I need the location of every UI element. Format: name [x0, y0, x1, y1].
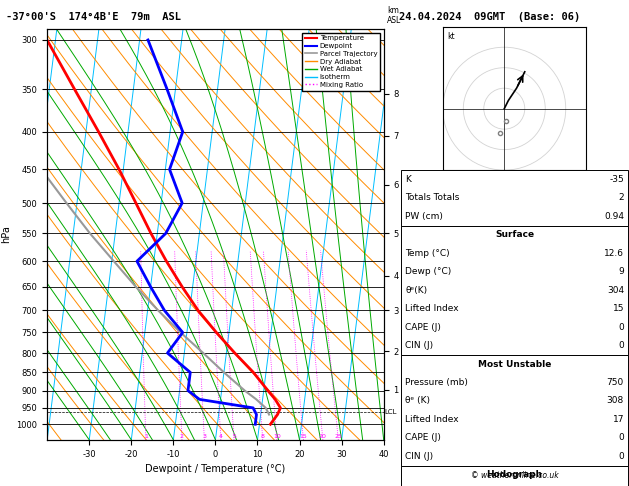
Text: Most Unstable: Most Unstable — [478, 360, 551, 368]
Text: 2: 2 — [180, 434, 184, 438]
Text: 750: 750 — [607, 378, 624, 387]
Text: Hodograph: Hodograph — [486, 470, 543, 479]
Text: 12.6: 12.6 — [604, 249, 624, 258]
Y-axis label: Mixing Ratio (g/kg): Mixing Ratio (g/kg) — [404, 195, 413, 274]
Text: 9: 9 — [618, 267, 624, 276]
Legend: Temperature, Dewpoint, Parcel Trajectory, Dry Adiabat, Wet Adiabat, Isotherm, Mi: Temperature, Dewpoint, Parcel Trajectory… — [302, 33, 380, 90]
Text: Dewp (°C): Dewp (°C) — [405, 267, 452, 276]
Text: 0: 0 — [618, 434, 624, 442]
Text: 10: 10 — [273, 434, 281, 438]
Text: 3: 3 — [203, 434, 206, 438]
Text: 304: 304 — [607, 286, 624, 295]
Text: Totals Totals: Totals Totals — [405, 193, 459, 202]
Text: 0: 0 — [618, 341, 624, 350]
Text: Lifted Index: Lifted Index — [405, 415, 459, 424]
Text: 20: 20 — [319, 434, 327, 438]
Text: K: K — [405, 175, 411, 184]
Text: 17: 17 — [613, 415, 624, 424]
Text: CAPE (J): CAPE (J) — [405, 323, 441, 331]
Text: 1: 1 — [144, 434, 148, 438]
Text: -37°00'S  174°4B'E  79m  ASL: -37°00'S 174°4B'E 79m ASL — [6, 12, 181, 22]
Text: 0.94: 0.94 — [604, 212, 624, 221]
Text: 15: 15 — [613, 304, 624, 313]
Text: CAPE (J): CAPE (J) — [405, 434, 441, 442]
Text: 8: 8 — [261, 434, 265, 438]
Text: kt: kt — [447, 32, 455, 41]
Text: 25: 25 — [335, 434, 342, 438]
Text: 4: 4 — [219, 434, 223, 438]
Text: 2: 2 — [618, 193, 624, 202]
Text: θᵉ(K): θᵉ(K) — [405, 286, 427, 295]
Text: 24.04.2024  09GMT  (Base: 06): 24.04.2024 09GMT (Base: 06) — [399, 12, 581, 22]
Text: 15: 15 — [299, 434, 308, 438]
Text: km
ASL: km ASL — [387, 6, 401, 25]
Text: -35: -35 — [610, 175, 624, 184]
Y-axis label: hPa: hPa — [1, 226, 11, 243]
Text: © weatheronline.co.uk: © weatheronline.co.uk — [470, 471, 559, 480]
X-axis label: Dewpoint / Temperature (°C): Dewpoint / Temperature (°C) — [145, 464, 286, 474]
Text: 0: 0 — [618, 323, 624, 331]
Text: Pressure (mb): Pressure (mb) — [405, 378, 468, 387]
Text: 0: 0 — [618, 452, 624, 461]
Text: PW (cm): PW (cm) — [405, 212, 443, 221]
Text: LCL: LCL — [384, 409, 397, 415]
Text: 308: 308 — [607, 397, 624, 405]
Text: CIN (J): CIN (J) — [405, 452, 433, 461]
Text: Lifted Index: Lifted Index — [405, 304, 459, 313]
Text: CIN (J): CIN (J) — [405, 341, 433, 350]
Text: Surface: Surface — [495, 230, 534, 239]
Text: θᵉ (K): θᵉ (K) — [405, 397, 430, 405]
Text: Temp (°C): Temp (°C) — [405, 249, 450, 258]
Text: 5: 5 — [232, 434, 236, 438]
